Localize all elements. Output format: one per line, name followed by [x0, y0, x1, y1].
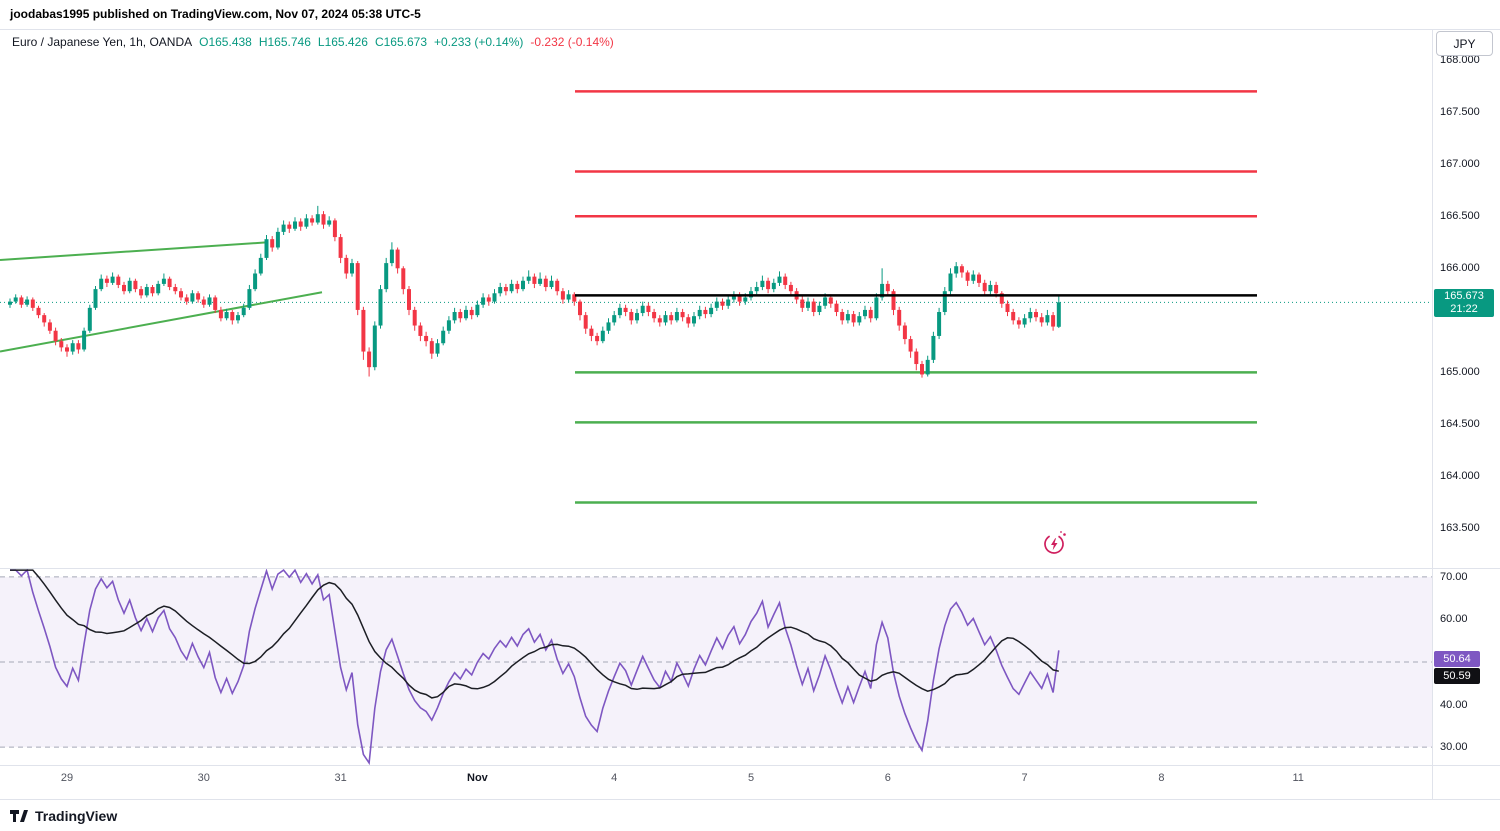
currency-toggle-button[interactable]: JPY: [1436, 31, 1493, 56]
price-axis-label: 167.500: [1440, 106, 1480, 119]
tradingview-brand[interactable]: TradingView: [35, 807, 118, 824]
time-axis-divider: [0, 765, 1500, 766]
chart-canvas[interactable]: [0, 0, 1432, 765]
rsi-axis-label: 40.00: [1440, 698, 1468, 711]
price-axis-label: 166.000: [1440, 262, 1480, 275]
symbol-title[interactable]: Euro / Japanese Yen, 1h, OANDA: [12, 35, 193, 49]
footer: TradingView: [0, 800, 1500, 831]
time-axis-label: 8: [1158, 772, 1165, 784]
rsi-axis-label: 60.00: [1440, 613, 1468, 626]
tradingview-logo-icon[interactable]: [10, 808, 30, 824]
publish-info: joodabas1995 published on TradingView.co…: [10, 7, 421, 21]
rsi-line: [10, 568, 1060, 765]
bar-countdown: 21:22: [1450, 303, 1478, 316]
ohlc-close: C165.673: [374, 35, 427, 49]
time-axis-label: Nov: [467, 772, 488, 784]
price-axis-label: 163.500: [1440, 522, 1480, 535]
price-axis-label: 166.500: [1440, 210, 1480, 223]
last-price-value: 165.673: [1444, 290, 1484, 303]
time-axis-label: 4: [611, 772, 618, 784]
sr-levels[interactable]: [575, 90, 1257, 504]
price-axis-label: 164.000: [1440, 470, 1480, 483]
flash-icon[interactable]: [1041, 529, 1069, 562]
last-price-badge: 165.673 21:22: [1434, 289, 1494, 318]
trendline: [0, 241, 269, 261]
candles-layer: [8, 205, 1061, 378]
change-negative: -0.232 (-0.14%): [530, 35, 614, 49]
ohlc-low: L165.426: [317, 35, 368, 49]
price-axis-label: 167.000: [1440, 158, 1480, 171]
chart-bottom-border: [0, 799, 1500, 800]
change-positive: +0.233 (+0.14%): [434, 35, 524, 49]
rsi-ma-value-badge: 50.59: [1434, 668, 1480, 685]
time-axis-label: 7: [1021, 772, 1028, 784]
time-axis-label: 5: [747, 772, 755, 784]
price-axis-label: 168.000: [1440, 54, 1480, 67]
rsi-axis-label: 30.00: [1440, 741, 1468, 754]
price-axis-divider: [1432, 30, 1433, 800]
pane-divider[interactable]: [0, 568, 1500, 569]
time-axis-label: 6: [884, 772, 891, 784]
time-axis-label: 31: [334, 772, 347, 784]
rsi-value-badge: 50.64: [1434, 651, 1480, 668]
rsi-band: [0, 576, 1432, 748]
header-divider: [0, 29, 1500, 30]
trendline: [0, 291, 323, 353]
time-axis-label: 11: [1292, 772, 1304, 784]
ohlc-open: O165.438: [199, 35, 252, 49]
price-axis-label: 164.500: [1440, 418, 1480, 431]
chart-legend: Euro / Japanese Yen, 1h, OANDA O165.438 …: [12, 35, 614, 49]
time-axis-label: 29: [60, 772, 74, 784]
price-axis-label: 165.000: [1440, 366, 1480, 379]
ohlc-high: H165.746: [258, 35, 311, 49]
trendlines[interactable]: [0, 241, 323, 353]
rsi-axis-label: 70.00: [1440, 570, 1468, 583]
time-axis-label: 30: [197, 772, 210, 784]
rsi-ma-line: [10, 569, 1059, 699]
